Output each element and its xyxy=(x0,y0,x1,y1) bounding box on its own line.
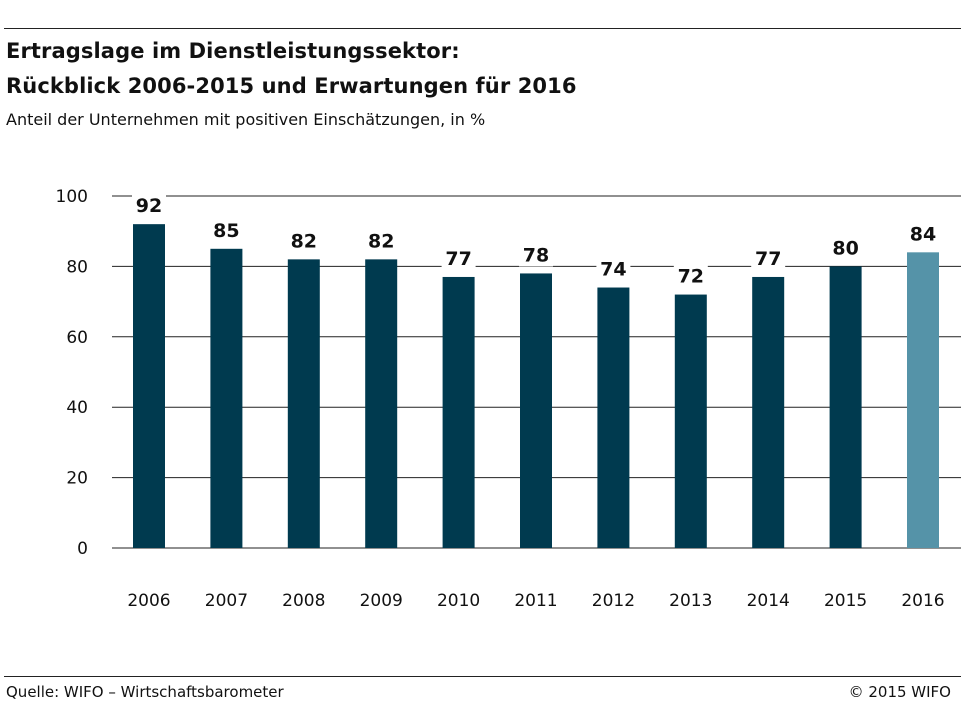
y-tick-label: 0 xyxy=(77,539,88,559)
data-label: 74 xyxy=(600,259,626,281)
data-label: 85 xyxy=(213,220,239,242)
data-label: 84 xyxy=(910,223,936,245)
bar-2006 xyxy=(133,224,165,548)
bar-2016 xyxy=(907,252,939,548)
bar-2012 xyxy=(597,287,630,548)
x-tick-label: 2016 xyxy=(901,591,944,611)
y-tick-label: 100 xyxy=(56,187,88,207)
bar-2015 xyxy=(829,266,862,548)
x-tick-label: 2011 xyxy=(514,591,557,611)
x-tick-label: 2013 xyxy=(669,591,712,611)
data-label-backing xyxy=(673,263,708,288)
top-rule xyxy=(4,28,961,29)
data-label: 92 xyxy=(136,195,162,217)
data-label-backing xyxy=(751,245,786,270)
y-tick-label: 80 xyxy=(66,257,88,277)
bar-2010 xyxy=(442,276,475,548)
x-tick-label: 2009 xyxy=(360,591,403,611)
data-label-backing xyxy=(828,235,863,260)
data-label: 77 xyxy=(755,248,781,270)
bar-2007 xyxy=(210,248,243,549)
y-tick-label: 40 xyxy=(66,398,88,418)
x-tick-label: 2007 xyxy=(205,591,248,611)
x-tick-label: 2012 xyxy=(592,591,635,611)
data-label-backing xyxy=(441,245,476,270)
x-tick-label: 2010 xyxy=(437,591,480,611)
data-label-backing xyxy=(364,228,399,253)
x-tick-label: 2015 xyxy=(824,591,867,611)
bar-2014 xyxy=(752,276,785,548)
bars xyxy=(133,224,939,549)
bottom-rule xyxy=(4,676,961,677)
data-label: 72 xyxy=(678,266,704,288)
chart-title-line-1: Ertragslage im Dienstleistungssektor: xyxy=(6,39,460,63)
x-axis-ticks: 2006 2007 2008 2009 2010 2011 2012 2013 2014 2015… xyxy=(127,591,944,611)
y-tick-label: 20 xyxy=(66,469,88,489)
bar-2013 xyxy=(674,294,707,548)
data-label-backing xyxy=(596,256,631,281)
data-label: 82 xyxy=(291,230,317,252)
data-label: 77 xyxy=(445,248,471,270)
chart-title-line-2: Rückblick 2006-2015 und Erwartungen für … xyxy=(6,74,577,98)
source-note: Quelle: WIFO – Wirtschaftsbarometer xyxy=(6,683,284,701)
y-tick-label: 60 xyxy=(66,328,88,348)
y-axis-ticks: 0 20 40 60 80 100 xyxy=(56,187,88,559)
x-tick-label: 2008 xyxy=(282,591,325,611)
data-label: 80 xyxy=(832,237,858,259)
data-label: 78 xyxy=(523,244,549,266)
data-label: 82 xyxy=(368,230,394,252)
copyright-note: © 2015 WIFO xyxy=(848,683,951,701)
data-labels: 92 85 82 82 77 78 74 72 77 80 84 xyxy=(132,193,940,288)
x-tick-label: 2014 xyxy=(747,591,790,611)
data-label-backing xyxy=(132,193,166,218)
bar-2008 xyxy=(287,259,320,548)
bar-2009 xyxy=(365,259,398,548)
data-label-backing xyxy=(209,217,244,242)
x-tick-label: 2006 xyxy=(127,591,170,611)
bar-2011 xyxy=(520,273,552,548)
data-label-backing xyxy=(519,242,553,267)
data-label-backing xyxy=(906,221,940,246)
data-label-backing xyxy=(286,228,321,253)
chart-subtitle: Anteil der Unternehmen mit positiven Ein… xyxy=(6,110,486,129)
